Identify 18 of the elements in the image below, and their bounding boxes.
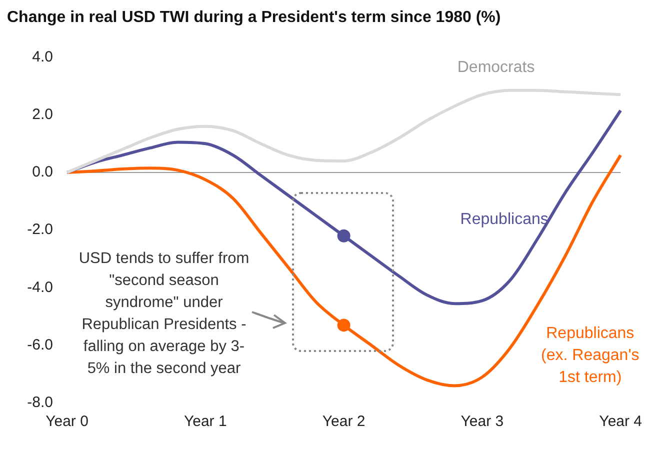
y-tick-label: -8.0 bbox=[27, 394, 53, 412]
x-tick-label: Year 1 bbox=[184, 413, 227, 430]
y-tick-label: 0.0 bbox=[32, 164, 53, 181]
x-tick-label: Year 2 bbox=[322, 413, 366, 430]
y-tick-label: -2.0 bbox=[27, 221, 53, 238]
y-tick-label: -4.0 bbox=[27, 278, 53, 296]
series-label: Republicans (ex. Reagan's 1st term) bbox=[541, 325, 640, 386]
y-tick-label: -6.0 bbox=[27, 336, 53, 354]
y-tick-label: 2.0 bbox=[32, 106, 53, 123]
chart-title: Change in real USD TWI during a President's term since 1980 (%) bbox=[7, 9, 501, 26]
annotation: USD tends to suffer from "second season syndrome" under Republican Presidents - falling on average by 3-5% in the second year bbox=[78, 249, 250, 379]
x-tick-label: Year 4 bbox=[599, 413, 642, 430]
series-label: Democrats bbox=[457, 58, 535, 76]
line-series bbox=[66, 88, 622, 174]
series-label: Republicans bbox=[460, 211, 548, 228]
x-tick-label: Year 3 bbox=[460, 413, 504, 430]
x-tick-label: Year 0 bbox=[46, 413, 88, 430]
y-tick-label: 4.0 bbox=[32, 48, 53, 66]
